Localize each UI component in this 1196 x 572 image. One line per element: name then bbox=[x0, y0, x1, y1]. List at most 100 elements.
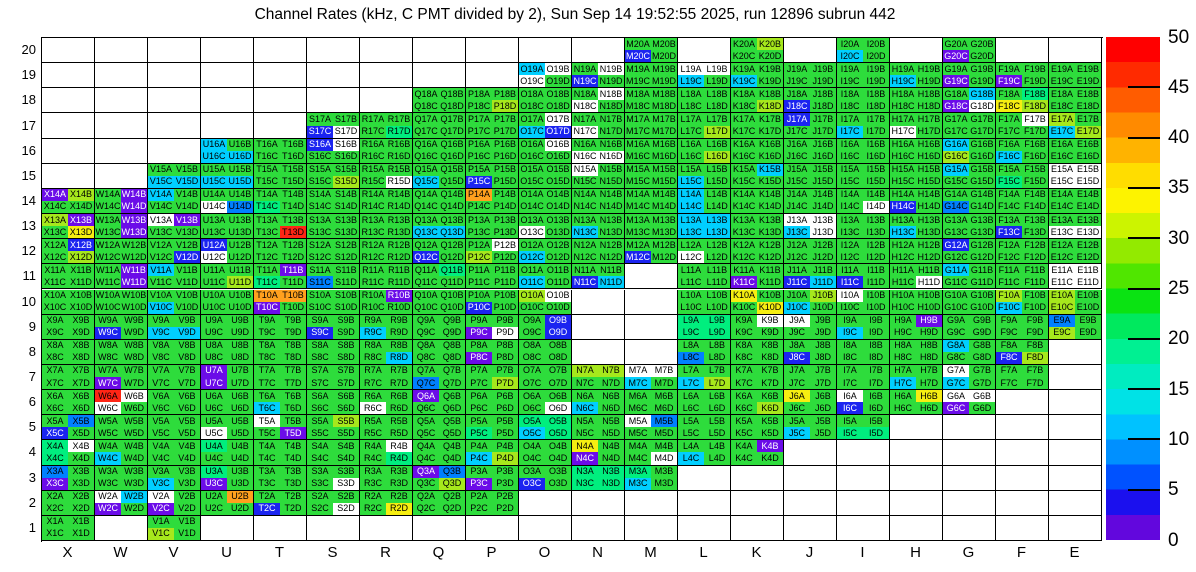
channel-P9A: P9A bbox=[466, 314, 492, 327]
channel-U16D: U16D bbox=[227, 150, 253, 163]
channel-S13A: S13A bbox=[307, 214, 333, 227]
channel-N5B: N5B bbox=[598, 415, 624, 428]
channel-I6B: I6B bbox=[863, 390, 889, 403]
cell-S17: S17A S17B S17C S17D bbox=[307, 113, 360, 139]
channel-M6B: M6B bbox=[651, 390, 677, 403]
cell-K14: K14A K14B K14C K14D bbox=[731, 188, 784, 215]
cell-W7: W7A W7B W7C W7D bbox=[95, 364, 148, 391]
channel-H13A: H13A bbox=[890, 214, 916, 227]
channel-M12B: M12B bbox=[651, 239, 677, 252]
channel-L4D: L4D bbox=[704, 452, 730, 465]
channel-O13B: O13B bbox=[545, 214, 571, 227]
channel-M15C: M15C bbox=[625, 175, 651, 188]
channel-I15D: I15D bbox=[863, 175, 889, 188]
channel-K14B: K14B bbox=[757, 188, 783, 201]
row-label-6: 6 bbox=[28, 394, 36, 410]
cell-W2: W2A W2B W2C W2D bbox=[95, 490, 148, 516]
channel-S15A: S15A bbox=[307, 163, 333, 176]
cell-F19: F19A F19B F19C F19D bbox=[996, 63, 1049, 89]
channel-K15B: K15B bbox=[757, 163, 783, 176]
channel-Q3C: Q3C bbox=[413, 477, 439, 490]
cell-H1 bbox=[890, 515, 943, 541]
channel-Q9C: Q9C bbox=[413, 326, 439, 339]
cell-S5: S5A S5B S5C S5D bbox=[307, 415, 360, 441]
cell-V2: V2A V2B V2C V2D bbox=[148, 490, 201, 516]
channel-G11C: G11C bbox=[943, 276, 969, 289]
channel-U3B: U3B bbox=[227, 465, 253, 478]
channel-V11B: V11B bbox=[174, 264, 200, 277]
channel-F7B: F7B bbox=[1022, 364, 1048, 377]
channel-R4A: R4A bbox=[360, 440, 386, 453]
channel-G16B: G16B bbox=[969, 138, 995, 151]
channel-O16C: O16C bbox=[519, 150, 545, 163]
cell-M17: M17A M17B M17C M17D bbox=[625, 113, 678, 139]
cell-T2: T2A T2B T2C T2D bbox=[254, 490, 307, 516]
channel-U10D: U10D bbox=[227, 301, 253, 314]
channel-P2C: P2C bbox=[466, 502, 492, 515]
channel-X12C: X12C bbox=[42, 251, 68, 264]
cell-E16: E16A E16B E16C E16D bbox=[1049, 138, 1102, 164]
channel-L13B: L13B bbox=[704, 214, 730, 227]
channel-M3D: M3D bbox=[651, 477, 677, 490]
channel-P4D: P4D bbox=[492, 452, 518, 465]
cell-O6: O6A O6B O6C O6D bbox=[519, 390, 572, 416]
channel-I9A: I9A bbox=[837, 314, 863, 327]
channel-W7C: W7C bbox=[95, 377, 121, 390]
channel-E13A: E13A bbox=[1049, 214, 1075, 227]
channel-T4A: T4A bbox=[254, 440, 280, 453]
channel-I20A: I20A bbox=[837, 38, 863, 51]
channel-H19A: H19A bbox=[890, 63, 916, 76]
channel-F17A: F17A bbox=[996, 113, 1022, 126]
channel-K4C: K4C bbox=[731, 452, 757, 465]
channel-I13A: I13A bbox=[837, 214, 863, 227]
channel-P12A: P12A bbox=[466, 239, 492, 252]
channel-S10A: S10A bbox=[307, 289, 333, 302]
cell-N9 bbox=[572, 314, 625, 340]
channel-I19B: I19B bbox=[863, 63, 889, 76]
channel-N14A: N14A bbox=[572, 188, 598, 201]
channel-X9C: X9C bbox=[42, 326, 68, 339]
channel-L11D: L11D bbox=[704, 276, 730, 289]
cell-J8: J8A J8B J8C J8D bbox=[784, 339, 837, 365]
channel-T7B: T7B bbox=[280, 364, 306, 377]
channel-K4A: K4A bbox=[731, 440, 757, 453]
row-label-18: 18 bbox=[21, 92, 36, 108]
channel-V5A: V5A bbox=[148, 415, 174, 428]
channel-T10A: T10A bbox=[254, 289, 280, 302]
channel-T6C: T6C bbox=[254, 402, 280, 415]
cell-P2: P2A P2B P2C P2D bbox=[466, 490, 519, 516]
cell-G12: G12A G12B G12C G12D bbox=[943, 239, 996, 265]
channel-S14C: S14C bbox=[307, 200, 333, 214]
channel-U13B: U13B bbox=[227, 214, 253, 227]
channel-Q18D: Q18D bbox=[439, 100, 465, 113]
cell-H18: H18A H18B H18C H18D bbox=[890, 88, 943, 114]
channel-S6C: S6C bbox=[307, 402, 333, 415]
channel-P13A: P13A bbox=[466, 214, 492, 227]
cell-V20 bbox=[148, 38, 201, 64]
channel-O8C: O8C bbox=[519, 351, 545, 364]
channel-J7C: J7C bbox=[784, 377, 810, 390]
channel-S8B: S8B bbox=[333, 339, 359, 352]
channel-N12C: N12C bbox=[572, 251, 598, 264]
cell-W11: W11A W11B W11C W11D bbox=[95, 264, 148, 290]
channel-J16B: J16B bbox=[810, 138, 836, 151]
channel-H14B: H14B bbox=[916, 188, 942, 201]
cell-F14: F14A F14B F14C F14D bbox=[996, 188, 1049, 215]
channel-Q10C: Q10C bbox=[413, 301, 439, 314]
channel-O6C: O6C bbox=[519, 402, 545, 415]
channel-X3A: X3A bbox=[42, 465, 68, 478]
channel-M17C: M17C bbox=[625, 125, 651, 138]
channel-U8B: U8B bbox=[227, 339, 253, 352]
channel-X3B: X3B bbox=[68, 465, 94, 478]
cell-O9: O9A O9B O9C O9D bbox=[519, 314, 572, 340]
channel-R12C: R12C bbox=[360, 251, 386, 264]
channel-L17B: L17B bbox=[704, 113, 730, 126]
channel-I6C: I6C bbox=[837, 402, 863, 415]
channel-S11C: S11C bbox=[307, 276, 333, 289]
cell-N19: N19A N19B N19C N19D bbox=[572, 63, 625, 89]
cell-F15: F15A F15B F15C F15D bbox=[996, 163, 1049, 189]
channel-U16C: U16C bbox=[201, 150, 227, 163]
channel-R11D: R11D bbox=[386, 276, 412, 289]
channel-P9C: P9C bbox=[466, 326, 492, 339]
channel-K11A: K11A bbox=[731, 264, 757, 277]
